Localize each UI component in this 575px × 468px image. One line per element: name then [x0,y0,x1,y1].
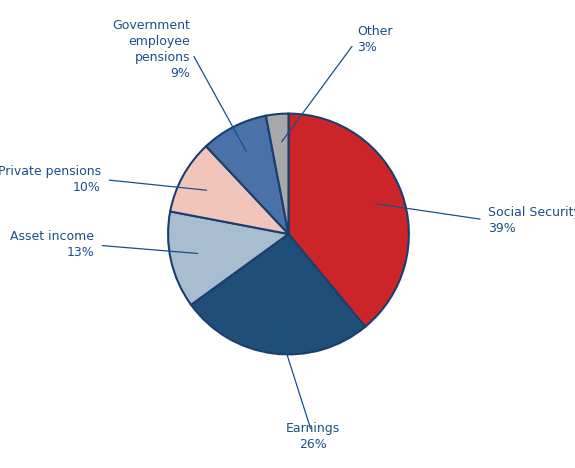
Text: Earnings
26%: Earnings 26% [286,422,340,451]
Wedge shape [289,114,409,327]
Wedge shape [206,116,289,234]
Wedge shape [191,234,365,354]
Wedge shape [170,146,289,234]
Wedge shape [168,212,289,305]
Wedge shape [266,114,289,234]
Text: Government
employee
pensions
9%: Government employee pensions 9% [112,19,190,80]
Text: Private pensions
10%: Private pensions 10% [0,165,101,194]
Text: Other
3%: Other 3% [357,25,392,54]
Text: Asset income
13%: Asset income 13% [10,230,94,259]
Text: Social Security
39%: Social Security 39% [488,206,575,235]
